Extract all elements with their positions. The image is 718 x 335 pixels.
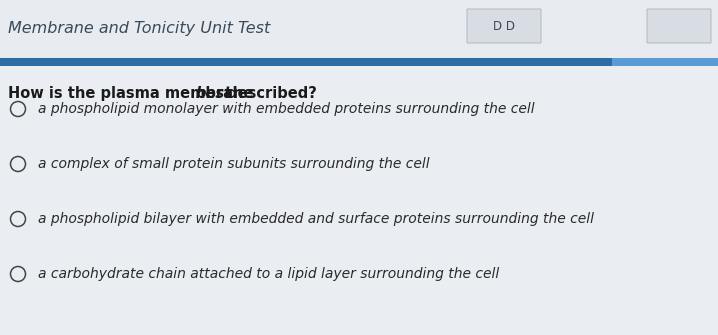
- FancyBboxPatch shape: [647, 9, 711, 43]
- FancyBboxPatch shape: [0, 66, 718, 335]
- Text: described?: described?: [222, 86, 317, 101]
- Text: Membrane and Tonicity Unit Test: Membrane and Tonicity Unit Test: [8, 20, 270, 36]
- FancyBboxPatch shape: [0, 0, 718, 58]
- FancyBboxPatch shape: [467, 9, 541, 43]
- Text: a phospholipid monolayer with embedded proteins surrounding the cell: a phospholipid monolayer with embedded p…: [38, 102, 535, 116]
- Text: a carbohydrate chain attached to a lipid layer surrounding the cell: a carbohydrate chain attached to a lipid…: [38, 267, 499, 281]
- Text: a complex of small protein subunits surrounding the cell: a complex of small protein subunits surr…: [38, 157, 429, 171]
- Text: D D: D D: [493, 19, 515, 32]
- FancyBboxPatch shape: [612, 58, 718, 66]
- Text: best: best: [196, 86, 232, 101]
- Text: a phospholipid bilayer with embedded and surface proteins surrounding the cell: a phospholipid bilayer with embedded and…: [38, 212, 594, 226]
- Text: How is the plasma membrane: How is the plasma membrane: [8, 86, 258, 101]
- FancyBboxPatch shape: [0, 58, 612, 66]
